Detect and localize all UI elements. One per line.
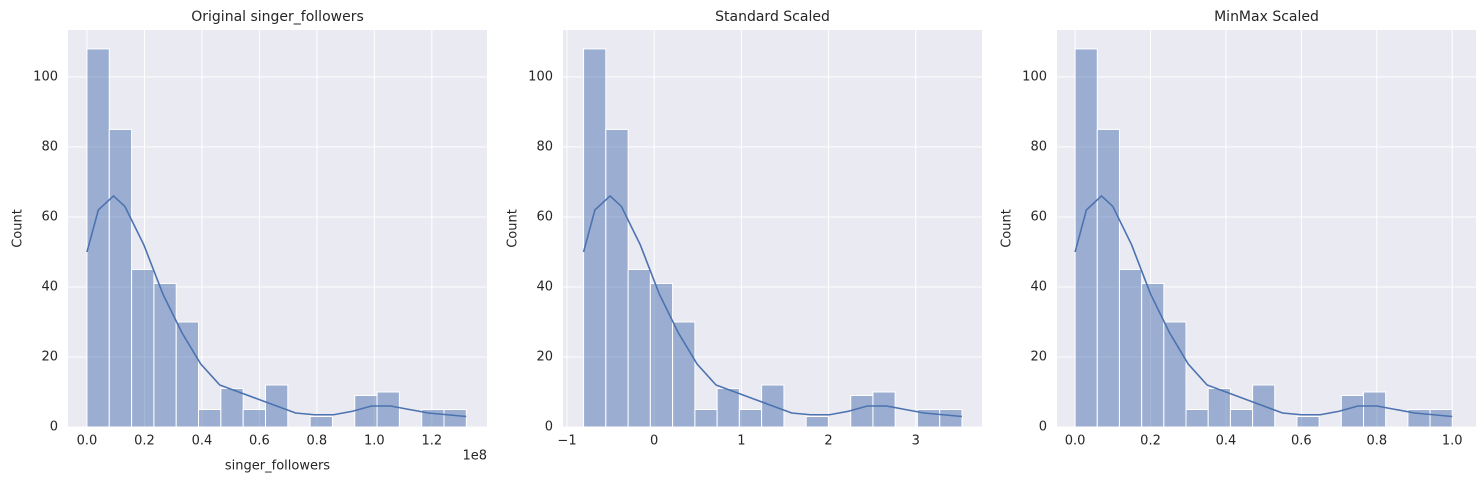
- histogram-bar: [1229, 408, 1254, 428]
- y-tick-label: 0: [1039, 420, 1047, 435]
- x-offset-text: 1e8: [462, 449, 487, 464]
- x-tick-label: 0.6: [1291, 434, 1312, 449]
- histogram-bar: [242, 408, 266, 428]
- x-tick-label: 2: [824, 434, 832, 449]
- y-axis-label: Count: [506, 209, 521, 248]
- y-tick-label: 20: [536, 349, 553, 364]
- histogram-bar: [627, 268, 651, 428]
- histogram-bar: [716, 387, 740, 428]
- x-tick-label: 0: [650, 434, 658, 449]
- histogram-bar: [175, 321, 200, 428]
- y-tick-label: 80: [1030, 139, 1047, 154]
- histogram-bar: [1163, 321, 1187, 428]
- x-tick-label: 0.8: [1366, 434, 1387, 449]
- subplot: 0.0 0.2 0.4 0.6 0.8 1.0 0 20 40 60 80 100 MinMax Sca…: [1000, 9, 1476, 449]
- histogram-bar: [1118, 268, 1143, 428]
- histogram-bar: [376, 391, 400, 428]
- subplot: 0.0 0.2 0.4 0.6 0.8 1.0 1.2 0 20 40 60 80 100 Origina…: [11, 9, 487, 474]
- y-tick-label: 60: [1030, 209, 1047, 224]
- histogram-bar: [309, 415, 333, 428]
- histogram-bar: [805, 415, 829, 428]
- y-tick-label: 0: [50, 420, 58, 435]
- histogram-bar: [1362, 391, 1387, 428]
- histogram-bar: [153, 282, 177, 428]
- subplot: −1 0 1 2 3 0 20 40 60 80 100 Standard Scaled Count: [506, 9, 982, 449]
- y-tick-label: 20: [41, 349, 58, 364]
- x-tick-label: 0.0: [1065, 434, 1086, 449]
- x-tick-label: 0.6: [249, 434, 270, 449]
- histogram-bar: [220, 387, 244, 428]
- chart-title: MinMax Scaled: [1214, 9, 1319, 25]
- x-tick-label: 1.0: [1442, 434, 1463, 449]
- x-tick-label: 0.0: [77, 434, 98, 449]
- y-tick-label: 40: [536, 279, 553, 294]
- y-tick-label: 100: [528, 69, 553, 84]
- histogram-bar: [605, 128, 629, 428]
- histogram-bar: [1185, 408, 1209, 428]
- x-tick-label: 0.2: [1140, 434, 1161, 449]
- y-tick-label: 100: [1022, 69, 1047, 84]
- histogram-bar: [354, 394, 378, 428]
- histogram-bar: [1141, 282, 1165, 428]
- x-tick-label: −1: [557, 434, 576, 449]
- y-tick-label: 80: [536, 139, 553, 154]
- chart-title: Original singer_followers: [191, 9, 364, 25]
- histogram-bar: [872, 391, 896, 428]
- y-axis-label: Count: [1000, 209, 1015, 248]
- y-axis-label: Count: [11, 209, 26, 248]
- histogram-bar: [108, 128, 133, 428]
- y-tick-label: 60: [536, 209, 553, 224]
- histogram-bar: [850, 394, 874, 428]
- histogram-bar: [198, 408, 222, 428]
- x-tick-label: 3: [912, 434, 920, 449]
- histogram-bar: [672, 321, 696, 428]
- histogram-bar: [939, 408, 963, 428]
- y-tick-label: 40: [41, 279, 58, 294]
- x-tick-label: 1.0: [364, 434, 385, 449]
- x-tick-label: 1.2: [421, 434, 442, 449]
- y-tick-label: 40: [1030, 279, 1047, 294]
- kde-line: [1074, 194, 1453, 418]
- histogram-bar: [1096, 128, 1120, 428]
- x-tick-label: 0.4: [192, 434, 213, 449]
- histogram-bar: [738, 408, 763, 428]
- x-tick-label: 0.4: [1216, 434, 1237, 449]
- histogram-bar: [443, 408, 467, 428]
- kde-line: [86, 194, 467, 418]
- y-tick-label: 60: [41, 209, 58, 224]
- x-tick-label: 0.8: [307, 434, 328, 449]
- x-axis-label: singer_followers: [225, 459, 330, 474]
- kde-line: [582, 194, 963, 418]
- y-tick-label: 20: [1030, 349, 1047, 364]
- histogram-bar: [131, 268, 155, 428]
- histogram-bar: [649, 282, 674, 428]
- histogram-bar: [1207, 387, 1231, 428]
- y-tick-label: 0: [545, 420, 553, 435]
- x-tick-label: 0.2: [134, 434, 155, 449]
- histogram-bar: [694, 408, 718, 428]
- histogram-bar: [1296, 415, 1320, 428]
- y-tick-label: 100: [33, 69, 58, 84]
- x-tick-label: 1: [737, 434, 745, 449]
- histogram-bar: [1429, 408, 1453, 428]
- histogram-bar: [1340, 394, 1364, 428]
- chart-title: Standard Scaled: [715, 9, 830, 25]
- y-tick-label: 80: [41, 139, 58, 154]
